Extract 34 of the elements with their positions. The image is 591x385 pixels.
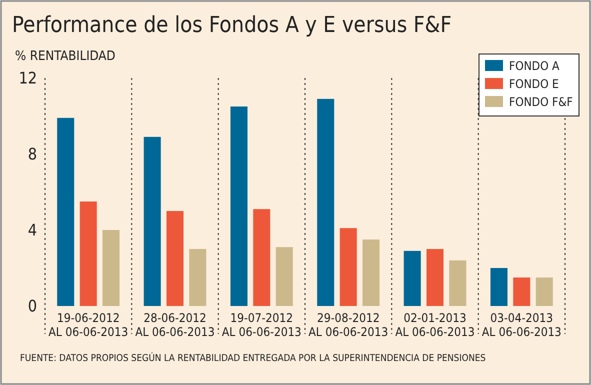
legend-label: FONDO E <box>509 77 560 92</box>
x-tick-label: 03-04-2013 AL 06-06-2013 <box>482 311 562 339</box>
chart-title: Performance de los Fondos A y E versus F&F <box>12 13 452 38</box>
bar <box>57 118 74 306</box>
y-tick-label: 12 <box>18 68 37 88</box>
bar <box>230 106 248 306</box>
bar <box>80 202 97 306</box>
x-tick-label: 02-01-2013 AL 06-06-2013 <box>395 311 475 339</box>
bar <box>102 230 120 306</box>
bar <box>340 228 357 306</box>
bar <box>490 268 508 306</box>
bar <box>449 260 466 306</box>
x-tick-label: 28-06-2012 AL 06-06-2013 <box>135 311 215 339</box>
x-tick-label: 19-06-2012 AL 06-06-2013 <box>48 311 128 339</box>
y-tick-label: 4 <box>28 220 37 240</box>
bar <box>276 247 293 306</box>
bar <box>426 249 444 306</box>
bar <box>536 278 553 306</box>
bar <box>513 278 530 306</box>
legend-label: FONDO A <box>509 59 560 74</box>
source-note: FUENTE: DATOS PROPIOS SEGÚN LA RENTABILIDAD ENTREGADA POR LA SUPERINTENDENCIA DE PENSIONES <box>20 352 486 364</box>
y-tick-label: 0 <box>28 296 37 316</box>
legend-label: FONDO F&F <box>509 95 573 110</box>
x-tick-label: 19-07-2012 AL 06-06-2013 <box>222 311 302 339</box>
y-tick-label: 8 <box>28 144 37 164</box>
bar <box>362 240 380 306</box>
bar <box>189 249 206 306</box>
bar <box>317 98 334 306</box>
x-tick-label: 29-08-2012 AL 06-06-2013 <box>308 311 388 339</box>
bar <box>144 136 161 306</box>
bar <box>404 250 421 306</box>
bar <box>166 211 184 306</box>
y-axis-title: % RENTABILIDAD <box>15 49 116 64</box>
bar <box>253 209 270 306</box>
